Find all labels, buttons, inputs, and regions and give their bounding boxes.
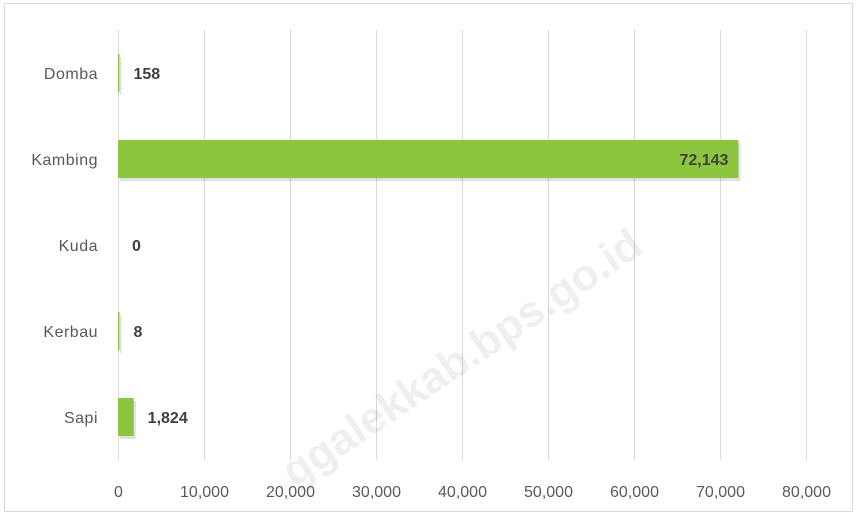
x-tick-label: 50,000 <box>524 484 573 501</box>
x-tick-label: 80,000 <box>782 484 831 501</box>
x-tick-label: 60,000 <box>610 484 659 501</box>
x-tick-label: 30,000 <box>352 484 401 501</box>
data-label: 158 <box>134 66 161 83</box>
data-label: 8 <box>134 324 143 341</box>
bars <box>118 54 741 439</box>
data-labels: 158 72,143 0 8 1,824 <box>132 66 729 427</box>
y-tick-label: Domba <box>44 66 98 83</box>
x-tick-label: 0 <box>114 484 123 501</box>
bar-shadow <box>120 315 122 353</box>
gridlines <box>118 30 807 460</box>
y-tick-label: Kambing <box>31 152 98 169</box>
y-tick-label: Kuda <box>59 238 98 255</box>
chart-frame <box>4 3 853 512</box>
x-tick-label: 20,000 <box>266 484 315 501</box>
y-tick-label: Kerbau <box>43 324 98 341</box>
data-label: 72,143 <box>679 152 728 169</box>
y-axis-ticks: Domba Kambing Kuda Kerbau Sapi <box>31 66 98 427</box>
bar <box>118 140 739 178</box>
y-tick-label: Sapi <box>64 410 98 427</box>
bar <box>118 54 120 92</box>
x-tick-label: 40,000 <box>438 484 487 501</box>
data-label: 1,824 <box>148 410 188 427</box>
x-tick-label: 70,000 <box>696 484 745 501</box>
x-axis-ticks: 0 10,000 20,000 30,000 40,000 50,000 60,000 70,… <box>114 484 831 501</box>
bar <box>118 398 134 436</box>
bar <box>118 312 120 350</box>
data-label: 0 <box>132 238 141 255</box>
bar-shadow <box>120 57 122 95</box>
x-tick-label: 10,000 <box>180 484 229 501</box>
watermark-text: ggalekkab.bps.go.id <box>273 219 651 496</box>
